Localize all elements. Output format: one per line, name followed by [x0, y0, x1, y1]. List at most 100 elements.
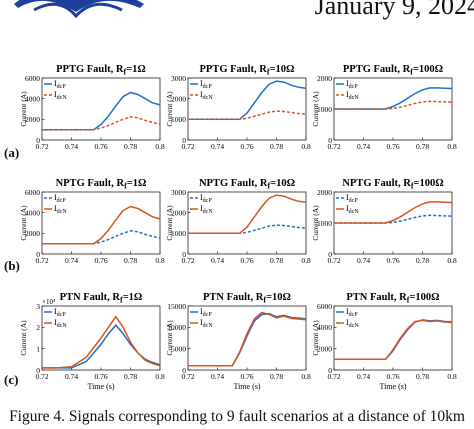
x-tick-label: 0.78 [270, 256, 283, 265]
x-tick-label: 0.76 [94, 256, 107, 265]
x-tick-label: 0.76 [386, 372, 399, 381]
series-line-i-dcn [334, 201, 453, 224]
x-tick-label: 0.72 [327, 142, 340, 151]
x-tick-label: 0.72 [181, 256, 194, 265]
y-tick-label: 6000 [25, 188, 40, 197]
series-line-i-dcn [42, 116, 161, 131]
y-axis-label: Current (A) [166, 205, 174, 241]
x-tick-label: 0.8 [447, 142, 457, 151]
y-tick-label: 6000 [317, 302, 332, 311]
y-tick-label: 4000 [25, 208, 40, 217]
y-tick-label: 0 [36, 366, 40, 375]
x-tick-label: 0.8 [301, 372, 311, 381]
series-line-i-dcp [334, 87, 453, 110]
x-tick-label: 0.78 [124, 142, 137, 151]
y-tick-label: 2 [36, 323, 40, 332]
x-tick-label: 0.74 [211, 256, 224, 265]
legend-entry: IdcN [54, 90, 67, 101]
x-tick-label: 0.74 [357, 256, 370, 265]
plot-area [187, 191, 307, 255]
journal-logo [4, 0, 154, 22]
x-tick-label: 0.74 [65, 142, 78, 151]
series-line-i-dcp [188, 80, 307, 121]
legend-entry: IdcN [54, 204, 67, 215]
figure-caption: Figure 4. Signals corresponding to 9 fau… [9, 408, 465, 425]
chart-title: PPTG Fault, Rf=10Ω [200, 64, 295, 77]
legend-entry: IdcP [200, 307, 212, 318]
x-tick-label: 0.72 [35, 142, 48, 151]
legend-entry: IdcP [54, 79, 66, 90]
y-tick-label: 1000 [171, 115, 186, 124]
y-tick-label: 4000 [317, 323, 332, 332]
chart-title: NPTG Fault, Rf=1Ω [56, 178, 147, 191]
x-tick-label: 0.76 [240, 256, 253, 265]
y-axis-label: Current (A) [312, 91, 320, 127]
chart-panel-5: NPTG Fault, Rf=10Ω 0 1000 2000 3000 0.72 0.74 0… [166, 178, 311, 265]
chart-panel-3: PPTG Fault, Rf=100Ω 0 1000 2000 0.72 0.74 0.76… [312, 64, 457, 151]
series-line-i-dcn [188, 311, 307, 367]
y-tick-label: 0 [328, 136, 332, 145]
y-tick-label: 3000 [171, 188, 186, 197]
x-tick-label: 0.78 [270, 142, 283, 151]
x-tick-label: 0.72 [181, 142, 194, 151]
series-line-i-dcp [42, 324, 161, 369]
y-axis-label: Current (A) [312, 205, 320, 241]
y-tick-label: 0 [36, 250, 40, 259]
y-tick-label: 15000 [167, 302, 186, 311]
x-tick-label: 0.78 [124, 256, 137, 265]
y-tick-label: 6000 [25, 74, 40, 83]
chart-panel-8: PTN Fault, Rf=10Ω 0 5000 10000 15000 0.72 0.74… [166, 292, 311, 391]
chart-title: PPTG Fault, Rf=1Ω [56, 64, 146, 77]
y-tick-label: 0 [328, 366, 332, 375]
row-label-c: (c) [4, 372, 19, 387]
series-line-i-dcn [334, 100, 453, 110]
x-tick-label: 0.8 [301, 256, 311, 265]
y-tick-label: 2000 [171, 94, 186, 103]
chart-title: PTN Fault, Rf=1Ω [60, 292, 143, 305]
x-tick-label: 0.72 [35, 256, 48, 265]
y-axis-label: Current (A) [166, 320, 174, 356]
series-line-i-dcp [42, 230, 161, 245]
y-tick-label: 2000 [317, 74, 332, 83]
x-tick-label: 0.78 [416, 372, 429, 381]
series-line-i-dcn [334, 319, 453, 361]
y-tick-label: 1000 [317, 105, 332, 114]
y-exponent-label: ×10⁴ [42, 298, 56, 306]
x-tick-label: 0.72 [35, 372, 48, 381]
y-tick-label: 3000 [171, 74, 186, 83]
legend-entry: IdcP [346, 307, 358, 318]
x-tick-label: 0.74 [211, 372, 224, 381]
legend-entry: IdcN [346, 90, 359, 101]
x-tick-label: 0.76 [386, 142, 399, 151]
x-tick-label: 0.74 [65, 256, 78, 265]
chart-panel-2: PPTG Fault, Rf=10Ω 0 1000 2000 3000 0.72 0.74 0… [166, 64, 311, 151]
chart-title: PTN Fault, Rf=100Ω [346, 292, 439, 305]
y-axis-label: Current (A) [166, 91, 174, 127]
header-date: January 9, 2024 [314, 0, 474, 20]
x-tick-label: 0.76 [240, 142, 253, 151]
chart-title: NPTG Fault, Rf=100Ω [342, 178, 443, 191]
y-tick-label: 0 [328, 250, 332, 259]
y-axis-label: Current (A) [20, 91, 28, 127]
x-tick-label: 0.76 [94, 372, 107, 381]
legend-entry: IdcP [54, 307, 66, 318]
x-axis-label: Time (s) [87, 382, 114, 391]
series-line-i-dcn [188, 110, 307, 121]
y-tick-label: 2000 [317, 344, 332, 353]
x-tick-label: 0.78 [124, 372, 137, 381]
x-tick-label: 0.72 [327, 372, 340, 381]
x-tick-label: 0.8 [155, 142, 165, 151]
y-tick-label: 0 [182, 366, 186, 375]
x-tick-label: 0.78 [270, 372, 283, 381]
legend-entry: IdcN [200, 204, 213, 215]
chart-title: NPTG Fault, Rf=10Ω [199, 178, 295, 191]
series-line-i-dcn [42, 315, 161, 369]
x-tick-label: 0.74 [357, 372, 370, 381]
x-tick-label: 0.8 [301, 142, 311, 151]
legend-entry: IdcN [346, 204, 359, 215]
y-tick-label: 2000 [317, 188, 332, 197]
chart-title: PPTG Fault, Rf=100Ω [343, 64, 443, 77]
y-tick-label: 2000 [25, 115, 40, 124]
series-line-i-dcp [42, 91, 161, 131]
legend-entry: IdcN [346, 318, 359, 329]
